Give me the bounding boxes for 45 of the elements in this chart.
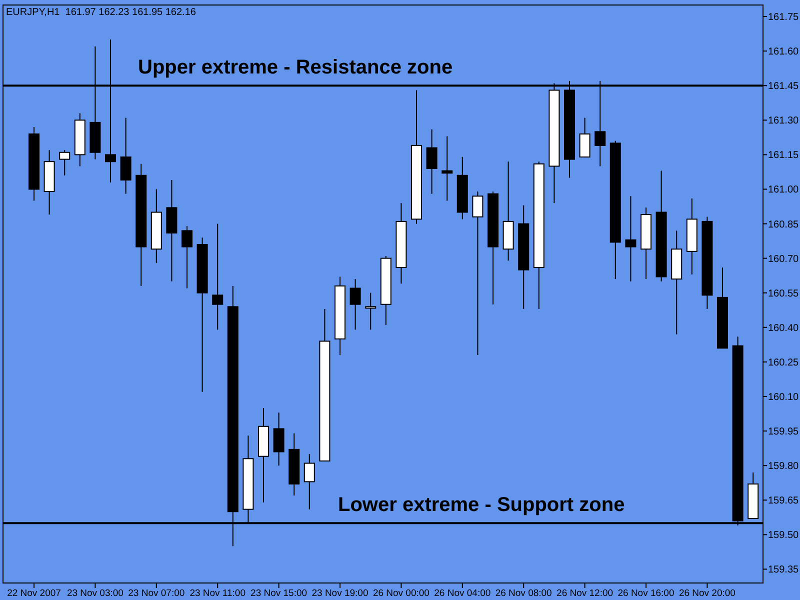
candlestick	[365, 292, 376, 330]
x-tick-label: 26 Nov 12:00	[556, 588, 614, 599]
candlestick	[625, 196, 636, 282]
y-tick-label: 160.55	[768, 288, 800, 300]
y-tick-label: 159.80	[768, 461, 800, 472]
y-tick-label: 159.35	[768, 564, 800, 576]
candlestick	[59, 150, 70, 176]
x-tick-label: 26 Nov 20:00	[678, 588, 736, 599]
candlestick	[304, 454, 315, 510]
ref-line-label: Lower extreme - Support zone	[338, 494, 625, 516]
x-tick-label: 23 Nov 19:00	[312, 588, 368, 599]
candlestick	[350, 278, 361, 330]
x-tick-label: 26 Nov 08:00	[495, 588, 552, 599]
x-tick-label: 26 Nov 00:00	[372, 588, 430, 599]
y-tick-label: 161.45	[768, 81, 800, 92]
x-tick-label: 23 Nov 07:00	[128, 588, 185, 599]
y-tick-label: 160.85	[768, 219, 800, 230]
y-tick-label: 160.25	[768, 357, 800, 368]
y-tick-label: 161.60	[768, 46, 800, 58]
y-tick-label: 161.75	[768, 12, 800, 24]
candlestick	[579, 117, 590, 158]
x-tick-label: 23 Nov 03:00	[66, 588, 124, 599]
candlestick	[442, 136, 453, 202]
y-tick-label: 161.15	[768, 150, 800, 162]
y-tick-label: 161.30	[768, 116, 800, 127]
x-tick-label: 22 Nov 2007	[7, 588, 61, 599]
candlestick	[212, 223, 224, 330]
y-tick-label: 160.10	[768, 392, 800, 403]
candlestick	[426, 128, 438, 194]
candlestick	[182, 226, 192, 289]
y-tick-label: 159.65	[768, 496, 800, 507]
y-tick-label: 159.50	[768, 530, 800, 542]
chart-title: EURJPY,H1 161.97 162.23 161.95 162.16	[6, 7, 196, 18]
y-tick-label: 161.00	[768, 184, 800, 196]
x-tick-label: 26 Nov 16:00	[618, 588, 674, 599]
y-tick-label: 160.40	[768, 322, 800, 334]
x-tick-label: 23 Nov 11:00	[190, 588, 246, 599]
candlestick	[472, 191, 484, 356]
x-tick-label: 23 Nov 15:00	[250, 588, 308, 599]
y-tick-label: 159.95	[768, 426, 800, 438]
candlestick	[273, 412, 284, 466]
y-tick-label: 160.70	[768, 254, 800, 265]
x-tick-label: 26 Nov 04:00	[434, 588, 491, 599]
ref-line-label: Upper extreme - Resistance zone	[138, 56, 453, 79]
candlestick	[120, 117, 132, 194]
